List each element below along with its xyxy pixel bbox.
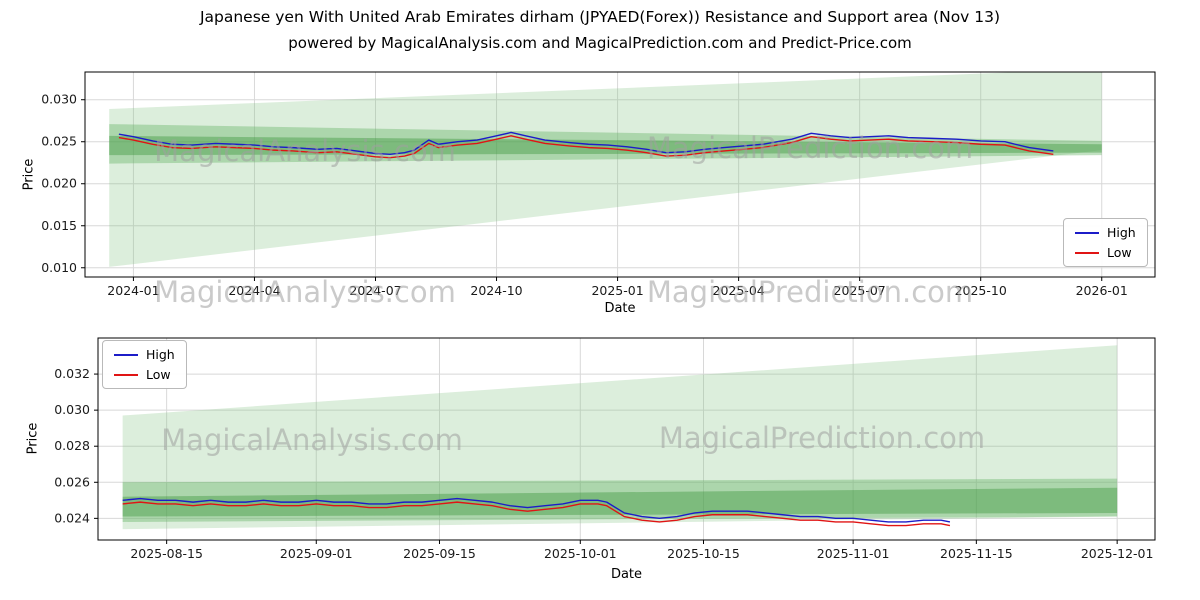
support-resistance-outer-band — [109, 72, 1102, 267]
y-tick-label: 0.010 — [41, 260, 77, 275]
support-resistance-mid-band — [122, 478, 1118, 522]
support-resistance-outer-band — [122, 345, 1118, 530]
low-line — [118, 135, 1054, 159]
legend-entry-low: Low — [114, 367, 175, 382]
support-resistance-mid-band — [109, 124, 1102, 164]
legend-entry-low: Low — [1075, 245, 1136, 260]
x-tick-label: 2024-07 — [349, 283, 401, 298]
x-tick-label: 2025-10 — [955, 283, 1007, 298]
x-tick-label: 2025-10-15 — [667, 546, 740, 561]
c2-frame — [97, 337, 1156, 541]
y-tick-label: 0.030 — [54, 402, 90, 417]
c1-frame — [84, 71, 1156, 278]
low-legend-label: Low — [146, 367, 171, 382]
y-tick-label: 0.032 — [54, 366, 90, 381]
x-tick-label: 2025-08-15 — [130, 546, 203, 561]
y-tick-label: 0.024 — [54, 510, 90, 525]
y-tick-label: 0.030 — [41, 92, 77, 107]
x-tick-label: 2025-12-01 — [1081, 546, 1154, 561]
high-line — [118, 131, 1054, 156]
x-tick-label: 2025-04 — [713, 283, 765, 298]
c2-plot-area — [98, 338, 1155, 540]
x-tick-label: 2025-11-01 — [817, 546, 890, 561]
figure-subtitle: powered by MagicalAnalysis.com and Magic… — [288, 34, 912, 52]
x-tick-label: 2025-01 — [591, 283, 643, 298]
high-line-swatch-icon — [1075, 231, 1099, 234]
x-tick-label: 2025-09-01 — [280, 546, 353, 561]
high-line — [122, 497, 951, 523]
c1-plot-area — [85, 72, 1155, 277]
chart2-ylabel: Price — [25, 422, 41, 455]
chart1-ylabel: Price — [21, 158, 37, 191]
x-tick-label: 2024-04 — [228, 283, 280, 298]
figure-title: Japanese yen With United Arab Emirates d… — [199, 8, 1001, 26]
chart1-xlabel: Date — [604, 301, 636, 316]
y-tick-label: 0.025 — [41, 134, 77, 149]
x-tick-label: 2025-11-15 — [940, 546, 1013, 561]
high-legend-label: High — [146, 347, 175, 362]
x-tick-label: 2025-10-01 — [544, 546, 617, 561]
y-tick-label: 0.026 — [54, 474, 90, 489]
low-line-swatch-icon — [114, 373, 138, 376]
high-line-swatch-icon — [114, 353, 138, 356]
low-legend-label: Low — [1107, 245, 1132, 260]
low-line-swatch-icon — [1075, 251, 1099, 254]
y-tick-label: 0.020 — [41, 176, 77, 191]
chart1-legend: High Low — [1063, 218, 1148, 267]
chart2-legend: High Low — [102, 340, 187, 389]
x-tick-label: 2024-10 — [470, 283, 522, 298]
y-tick-label: 0.015 — [41, 218, 77, 233]
high-legend-label: High — [1107, 225, 1136, 240]
low-line — [122, 501, 951, 527]
y-tick-label: 0.028 — [54, 438, 90, 453]
x-tick-label: 2025-07 — [834, 283, 886, 298]
x-tick-label: 2024-01 — [107, 283, 159, 298]
x-tick-label: 2025-09-15 — [403, 546, 476, 561]
chart2-xlabel: Date — [610, 567, 643, 582]
x-tick-label: 2026-01 — [1076, 283, 1128, 298]
support-resistance-core-band — [122, 487, 1118, 517]
legend-entry-high: High — [114, 347, 175, 362]
legend-entry-high: High — [1075, 225, 1136, 240]
